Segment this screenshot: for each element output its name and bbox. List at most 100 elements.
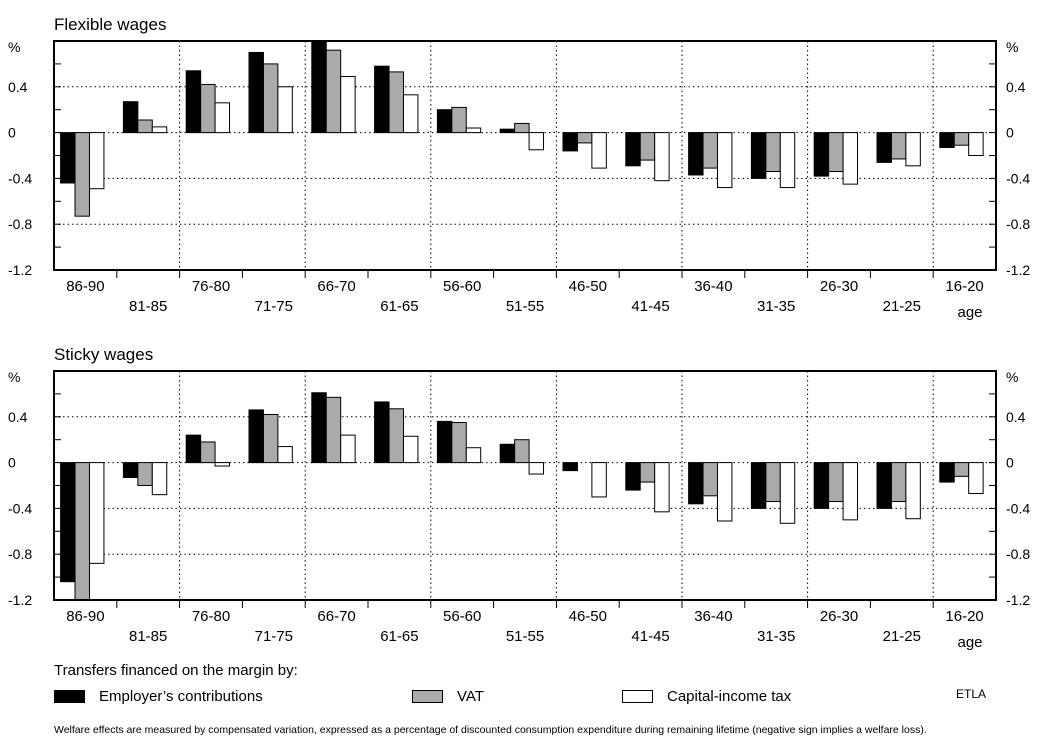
bar-employer-26-30: [813, 462, 830, 509]
bar-capital-81-85: [151, 462, 168, 496]
legend-item-vat: VAT: [412, 688, 484, 705]
bar-employer-21-25: [876, 132, 892, 163]
bar-capital-31-35: [779, 462, 796, 524]
bar-employer-61-65: [374, 401, 390, 464]
bar-employer-86-90: [60, 132, 76, 184]
x-tick-label-76-80: 76-80: [192, 278, 230, 295]
x-tick-label-56-60: 56-60: [443, 278, 481, 295]
legend-label-vat: VAT: [457, 688, 484, 705]
footnote: Welfare effects are measured by compensa…: [54, 724, 927, 736]
chart-title-sticky: Sticky wages: [54, 345, 154, 364]
x-tick-label-36-40: 36-40: [694, 608, 732, 625]
bar-capital-56-60: [465, 447, 482, 464]
bar-capital-41-45: [654, 462, 670, 513]
y-tick-label-right: -0.4: [1006, 170, 1030, 186]
bar-vat-21-25: [890, 132, 907, 160]
x-tick-label-26-30: 26-30: [820, 608, 858, 625]
bar-capital-16-20: [968, 462, 984, 495]
sticky-wages-chart: 0.4 0.4 0 0 -0.4 -0.4 -0.8 -0.8 -1.2 -1.2% % 86-90 8…: [8, 369, 1030, 650]
y-tick-label-left: -0.4: [8, 170, 32, 186]
bar-employer-81-85: [122, 101, 139, 134]
y-axis-unit-right: %: [1006, 369, 1018, 385]
bar-vat-81-85: [137, 119, 153, 134]
bar-capital-71-75: [277, 446, 293, 464]
bar-employer-21-25: [876, 462, 892, 509]
legend-label-employer: Employer’s contributions: [99, 688, 263, 705]
x-tick-label-51-55: 51-55: [506, 628, 544, 645]
bar-vat-61-65: [388, 71, 404, 134]
bar-vat-26-30: [828, 462, 844, 503]
bar-vat-71-75: [262, 63, 279, 134]
bar-capital-66-70: [340, 75, 356, 134]
y-tick-label-right: -1.2: [1006, 262, 1030, 278]
bar-vat-76-80: [200, 84, 216, 134]
x-axis-label: age: [957, 304, 982, 320]
bar-vat-31-35: [765, 462, 781, 503]
x-tick-label-71-75: 71-75: [255, 298, 293, 315]
y-tick-label-right: 0.4: [1006, 409, 1026, 425]
x-tick-label-81-85: 81-85: [129, 298, 167, 315]
y-tick-label-left: 0: [8, 125, 16, 141]
bar-employer-36-40: [688, 462, 704, 505]
y-axis-unit-right: %: [1006, 39, 1018, 55]
bar-vat-51-55: [514, 122, 530, 134]
bar-employer-76-80: [185, 434, 202, 464]
y-tick-label-right: 0.4: [1006, 79, 1026, 95]
bar-capital-21-25: [905, 132, 921, 167]
bar-vat-16-20: [953, 132, 970, 146]
bar-vat-41-45: [639, 132, 656, 161]
x-axis-label: age: [957, 634, 982, 650]
bar-employer-56-60: [436, 420, 453, 464]
bar-employer-16-20: [939, 462, 955, 483]
bar-capital-56-60: [465, 127, 482, 134]
bar-vat-76-80: [200, 441, 216, 464]
bar-capital-36-40: [716, 132, 733, 189]
bar-employer-31-35: [750, 132, 767, 179]
legend-swatch-capital: [622, 690, 653, 703]
legend-label-capital: Capital-income tax: [667, 688, 792, 705]
bar-vat-31-35: [765, 132, 781, 173]
y-axis-unit-left: %: [8, 369, 20, 385]
bar-employer-71-75: [248, 409, 264, 464]
bar-employer-51-55: [499, 128, 516, 134]
y-tick-label-left: -1.2: [8, 262, 32, 278]
x-tick-label-86-90: 86-90: [66, 608, 104, 625]
x-tick-label-21-25: 21-25: [883, 628, 921, 645]
bar-capital-51-55: [528, 462, 545, 475]
legend-swatch-vat: [412, 690, 443, 703]
bar-capital-61-65: [402, 435, 419, 464]
x-tick-label-86-90: 86-90: [66, 278, 104, 295]
x-tick-label-36-40: 36-40: [694, 278, 732, 295]
bar-vat-81-85: [137, 462, 153, 487]
bar-employer-46-50: [562, 462, 578, 472]
x-tick-label-66-70: 66-70: [317, 608, 355, 625]
bar-vat-36-40: [702, 462, 718, 497]
x-tick-label-41-45: 41-45: [631, 298, 669, 315]
x-tick-label-71-75: 71-75: [255, 628, 293, 645]
bar-capital-86-90: [88, 462, 105, 564]
bar-employer-51-55: [499, 443, 516, 464]
bar-capital-46-50: [591, 462, 607, 498]
bar-capital-26-30: [842, 132, 859, 185]
x-tick-label-21-25: 21-25: [883, 298, 921, 315]
x-tick-label-46-50: 46-50: [569, 608, 607, 625]
bar-vat-66-70: [325, 49, 342, 134]
y-tick-label-left: 0: [8, 455, 16, 471]
bar-vat-41-45: [639, 462, 656, 483]
x-tick-label-61-65: 61-65: [380, 298, 418, 315]
bar-vat-56-60: [451, 422, 467, 464]
x-tick-label-56-60: 56-60: [443, 608, 481, 625]
bar-capital-26-30: [842, 462, 859, 521]
bar-employer-76-80: [185, 70, 202, 134]
bar-vat-26-30: [828, 132, 844, 173]
bar-vat-56-60: [451, 106, 467, 134]
x-tick-label-76-80: 76-80: [192, 608, 230, 625]
y-tick-label-left: 0.4: [8, 79, 28, 95]
bar-vat-86-90: [74, 462, 90, 601]
flexible-wages-chart: 0.4 0.4 0 0 -0.4 -0.4 -0.8 -0.8 -1.2 -1.2% % 86-90 8…: [8, 39, 1030, 320]
bar-vat-51-55: [514, 439, 530, 464]
y-tick-label-left: 0.4: [8, 409, 28, 425]
legend-item-capital: Capital-income tax: [622, 688, 791, 705]
bar-employer-86-90: [60, 462, 76, 583]
bar-vat-86-90: [74, 132, 90, 217]
